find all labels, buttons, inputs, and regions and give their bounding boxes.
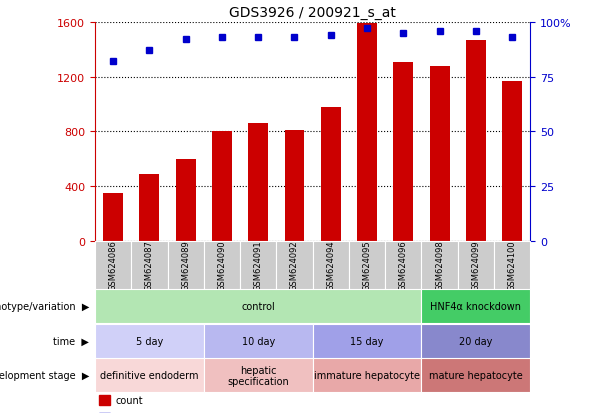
Text: GSM624089: GSM624089 [181,240,190,291]
Bar [421,289,530,323]
Text: immature hepatocyte: immature hepatocyte [314,370,420,380]
Bar [458,242,494,289]
Bar [99,395,110,406]
Bar [103,194,123,242]
Text: GSM624086: GSM624086 [109,240,118,291]
Text: GSM624092: GSM624092 [290,240,299,291]
Bar [284,131,305,242]
Text: 10 day: 10 day [242,336,275,346]
Bar [394,62,413,242]
Bar [466,40,486,242]
Text: GSM624100: GSM624100 [508,240,517,291]
Text: GSM624087: GSM624087 [145,240,154,291]
Bar [422,242,458,289]
Bar [430,66,449,242]
Bar [313,358,422,392]
Bar [321,107,341,242]
Bar [95,289,421,323]
Bar [313,324,422,358]
Bar [95,242,131,289]
Bar [204,358,313,392]
Text: GSM624094: GSM624094 [326,240,335,291]
Text: definitive endoderm: definitive endoderm [100,370,199,380]
Text: 5 day: 5 day [136,336,163,346]
Bar [502,81,522,242]
Bar [204,324,313,358]
Bar [276,242,313,289]
Bar [204,242,240,289]
Bar [176,159,196,242]
Text: mature hepatocyte: mature hepatocyte [429,370,523,380]
Bar [349,242,385,289]
Bar [313,242,349,289]
Bar [248,124,268,242]
Text: GSM624098: GSM624098 [435,240,444,291]
Bar [131,242,167,289]
Bar [421,324,530,358]
Text: GSM624096: GSM624096 [399,240,408,291]
Bar [357,24,377,242]
Bar [240,242,276,289]
Title: GDS3926 / 200921_s_at: GDS3926 / 200921_s_at [229,6,396,20]
Bar [95,324,204,358]
Bar [385,242,421,289]
Text: GSM624095: GSM624095 [362,240,371,291]
Text: control: control [242,301,275,311]
Text: count: count [116,396,143,406]
Bar [212,132,232,242]
Text: HNF4α knockdown: HNF4α knockdown [430,301,521,311]
Bar [139,175,159,242]
Text: GSM624091: GSM624091 [254,240,263,291]
Bar [421,358,530,392]
Text: hepatic
specification: hepatic specification [227,365,289,386]
Text: genotype/variation  ▶: genotype/variation ▶ [0,301,89,311]
Bar [494,242,530,289]
Bar [95,358,204,392]
Bar [167,242,204,289]
Text: GSM624099: GSM624099 [471,240,481,291]
Text: time  ▶: time ▶ [53,336,89,346]
Text: GSM624090: GSM624090 [218,240,226,291]
Text: development stage  ▶: development stage ▶ [0,370,89,380]
Text: 20 day: 20 day [459,336,492,346]
Text: 15 day: 15 day [351,336,384,346]
